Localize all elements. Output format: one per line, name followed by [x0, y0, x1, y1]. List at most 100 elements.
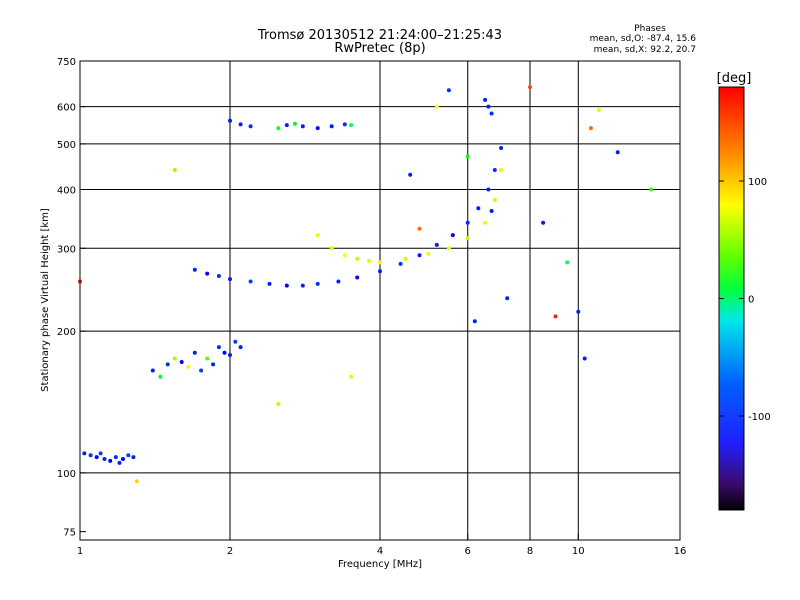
data-point [126, 453, 131, 458]
data-point [131, 455, 136, 460]
data-point [378, 260, 382, 265]
data-point [228, 118, 232, 123]
data-point [378, 269, 382, 274]
y-tick-label: 400 [57, 185, 76, 196]
data-point [88, 453, 93, 458]
x-tick-label: 16 [674, 546, 687, 557]
y-axis-label: Stationary phase Virtual Height [km] [40, 208, 51, 392]
data-point [434, 242, 439, 247]
data-point [576, 309, 581, 314]
data-point [417, 253, 422, 258]
data-point [238, 345, 243, 350]
stats-line-x: mean, sd,X: 92.2, 20.7 [594, 45, 696, 55]
y-tick-label: 500 [57, 140, 76, 151]
data-points [78, 85, 654, 484]
data-point [205, 271, 210, 276]
data-point [472, 319, 477, 324]
data-point [134, 479, 139, 484]
y-tick-label: 200 [57, 327, 76, 338]
data-point [349, 374, 354, 379]
chart-subtitle: RwPretec (8p) [334, 41, 425, 56]
y-tick-label: 300 [57, 244, 76, 255]
data-point [172, 356, 177, 361]
data-point [355, 256, 360, 261]
data-point [492, 168, 497, 172]
data-point [465, 220, 470, 225]
data-point [499, 146, 504, 150]
data-point [342, 122, 347, 127]
data-point [489, 111, 494, 116]
x-axis: 1 2 4 6 8 10 16 [77, 534, 687, 557]
data-point [276, 402, 281, 407]
data-point [211, 362, 216, 367]
stats-line-o: mean, sd,O: -87.4, 15.6 [590, 34, 697, 44]
data-point [553, 314, 558, 319]
data-point [98, 451, 103, 456]
data-point [102, 457, 107, 461]
data-point [446, 246, 451, 251]
data-point [528, 85, 532, 90]
data-point [165, 362, 170, 367]
data-point [315, 233, 320, 238]
data-point [300, 283, 305, 288]
colorbar-tick-label: 0 [748, 295, 754, 306]
data-point [489, 209, 494, 213]
data-point [349, 123, 354, 128]
data-point [541, 220, 546, 225]
data-point [276, 126, 281, 131]
data-point [233, 339, 238, 344]
data-point [492, 198, 497, 202]
data-point [565, 260, 570, 265]
data-point [499, 168, 504, 172]
data-point [615, 150, 620, 155]
y-tick-label: 100 [57, 469, 76, 480]
data-point [366, 258, 371, 263]
data-point [222, 350, 227, 355]
data-point [465, 236, 470, 241]
data-point [486, 187, 491, 192]
colorbar-ticks: 100 0 -100 [719, 177, 771, 423]
data-point [216, 274, 221, 278]
y-tick-label: 600 [57, 103, 76, 114]
data-point [94, 455, 99, 460]
grid-lines [80, 61, 680, 540]
data-point [434, 104, 439, 109]
data-point [205, 356, 210, 361]
chart-title: Tromsø 20130512 21:24:00–21:25:43 [257, 28, 502, 43]
data-point [248, 279, 253, 284]
data-point [192, 350, 197, 355]
data-point [486, 104, 491, 109]
data-point [403, 256, 408, 261]
data-point [228, 277, 232, 282]
y-axis: 75 100 200 300 400 500 600 750 [57, 57, 86, 539]
colorbar-tick-label: 100 [748, 177, 767, 188]
data-point [398, 261, 403, 266]
data-point [342, 253, 347, 258]
data-point [158, 374, 163, 379]
data-point [186, 364, 191, 369]
data-point [329, 246, 334, 251]
data-point [113, 455, 118, 460]
data-point [588, 126, 593, 131]
x-tick-label: 1 [77, 546, 83, 557]
data-point [121, 457, 125, 461]
data-point [483, 220, 488, 225]
data-point [505, 296, 510, 301]
data-point [216, 345, 221, 350]
data-point [284, 283, 289, 288]
x-tick-label: 6 [465, 546, 471, 557]
data-point [336, 279, 341, 284]
data-point [483, 97, 488, 102]
data-point [292, 121, 297, 126]
data-point [649, 187, 654, 192]
x-tick-label: 2 [227, 546, 233, 557]
colorbar-label: [deg] [717, 71, 752, 86]
y-tick-label: 75 [63, 528, 76, 539]
data-point [315, 126, 320, 131]
data-point [179, 360, 184, 364]
data-point [355, 275, 360, 280]
data-point [476, 206, 481, 211]
data-point [408, 172, 413, 177]
data-point [199, 368, 204, 373]
